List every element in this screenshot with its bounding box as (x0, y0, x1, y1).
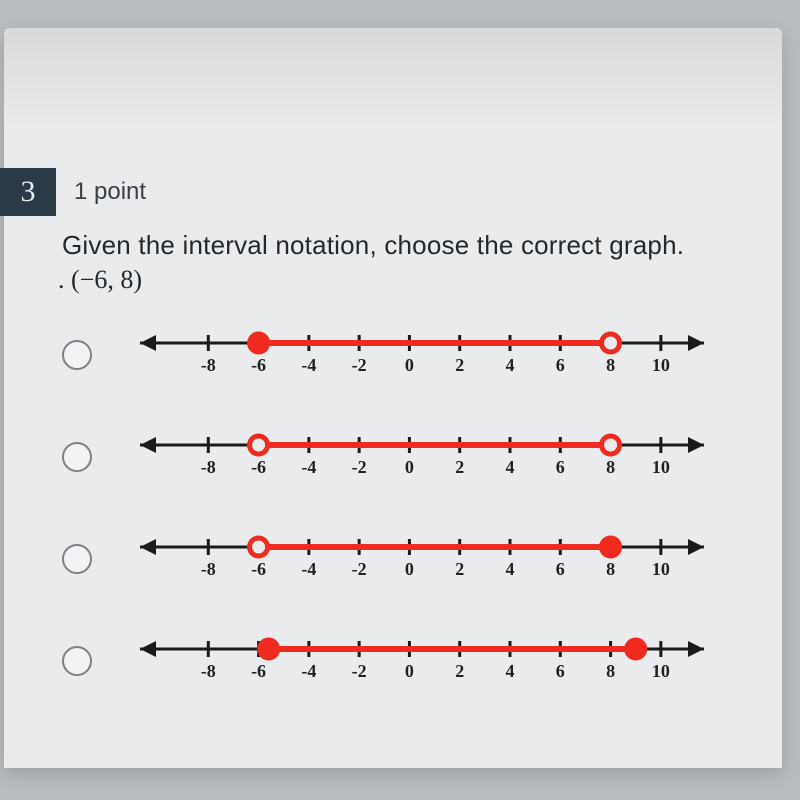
svg-text:-2: -2 (352, 661, 367, 681)
question-prompt: Given the interval notation, choose the … (62, 230, 782, 261)
svg-text:2: 2 (455, 355, 464, 375)
radio-button[interactable] (62, 442, 92, 472)
number-line: -8 -6 -4 -2 0 2 4 6 8 10 (132, 625, 712, 697)
svg-text:0: 0 (405, 355, 414, 375)
svg-text:-4: -4 (301, 661, 316, 681)
svg-text:6: 6 (556, 355, 565, 375)
svg-text:-6: -6 (251, 559, 266, 579)
radio-button[interactable] (62, 646, 92, 676)
number-line: -8 -6 -4 -2 0 2 4 6 8 10 (132, 421, 712, 493)
svg-text:-2: -2 (352, 559, 367, 579)
question-number-badge: 3 (0, 168, 56, 216)
svg-text:-4: -4 (301, 355, 316, 375)
svg-text:-8: -8 (201, 559, 216, 579)
svg-text:-6: -6 (251, 661, 266, 681)
radio-button[interactable] (62, 340, 92, 370)
answer-option[interactable]: -8 -6 -4 -2 0 2 4 6 8 10 (62, 625, 782, 697)
svg-text:-4: -4 (301, 457, 316, 477)
svg-text:8: 8 (606, 355, 615, 375)
answer-option[interactable]: -8 -6 -4 -2 0 2 4 6 8 10 (62, 523, 782, 595)
svg-text:-8: -8 (201, 355, 216, 375)
svg-text:8: 8 (606, 559, 615, 579)
svg-text:0: 0 (405, 559, 414, 579)
number-line: -8 -6 -4 -2 0 2 4 6 8 10 (132, 319, 712, 391)
svg-text:8: 8 (606, 661, 615, 681)
svg-text:-8: -8 (201, 661, 216, 681)
question-interval: . (−6, 8) (58, 265, 782, 295)
options-list: -8 -6 -4 -2 0 2 4 6 8 10 -8 -6 -4 -2 0 2 4 6 8 10 -8 -6 -4 -2… (62, 319, 782, 697)
svg-text:0: 0 (405, 457, 414, 477)
number-line: -8 -6 -4 -2 0 2 4 6 8 10 (132, 523, 712, 595)
svg-text:6: 6 (556, 661, 565, 681)
svg-text:2: 2 (455, 457, 464, 477)
svg-text:6: 6 (556, 559, 565, 579)
svg-text:10: 10 (652, 661, 670, 681)
svg-text:-6: -6 (251, 457, 266, 477)
answer-option[interactable]: -8 -6 -4 -2 0 2 4 6 8 10 (62, 421, 782, 493)
photo-background: 3 1 point Given the interval notation, c… (0, 0, 800, 768)
question-block: 3 1 point Given the interval notation, c… (4, 28, 782, 697)
svg-text:4: 4 (506, 457, 515, 477)
svg-text:8: 8 (606, 457, 615, 477)
svg-text:0: 0 (405, 661, 414, 681)
svg-text:-4: -4 (301, 559, 316, 579)
svg-text:10: 10 (652, 457, 670, 477)
question-points: 1 point (74, 178, 146, 206)
radio-button[interactable] (62, 544, 92, 574)
worksheet-sheet: 3 1 point Given the interval notation, c… (4, 28, 782, 768)
svg-text:2: 2 (455, 661, 464, 681)
svg-text:2: 2 (455, 559, 464, 579)
answer-option[interactable]: -8 -6 -4 -2 0 2 4 6 8 10 (62, 319, 782, 391)
svg-text:-6: -6 (251, 355, 266, 375)
svg-text:4: 4 (506, 559, 515, 579)
svg-text:10: 10 (652, 355, 670, 375)
svg-text:-2: -2 (352, 355, 367, 375)
svg-text:4: 4 (506, 355, 515, 375)
svg-text:-8: -8 (201, 457, 216, 477)
svg-text:4: 4 (506, 661, 515, 681)
svg-text:10: 10 (652, 559, 670, 579)
svg-text:6: 6 (556, 457, 565, 477)
question-header: 3 1 point (0, 168, 782, 216)
svg-text:-2: -2 (352, 457, 367, 477)
